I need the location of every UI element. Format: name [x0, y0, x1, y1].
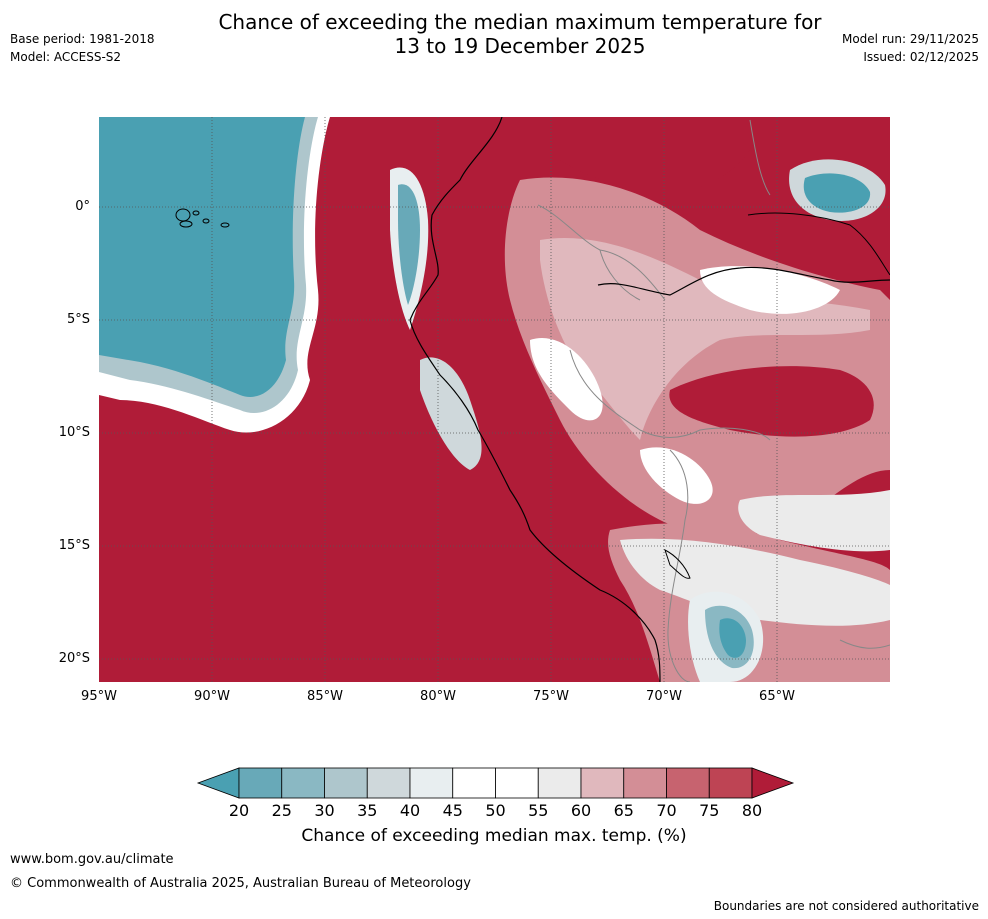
warm-anomaly-region [669, 366, 874, 437]
colorbar-tick-label: 35 [357, 801, 378, 820]
x-tick-label: 85°W [307, 689, 343, 704]
colorbar-tick-label: 65 [613, 801, 634, 820]
copyright-text: © Commonwealth of Australia 2025, Austra… [10, 876, 471, 891]
cool-anomaly-region [719, 618, 746, 658]
neutral-region [540, 238, 870, 440]
x-tick-label: 95°W [81, 689, 117, 704]
colorbar-tick-label: 70 [656, 801, 677, 820]
issued-date: Issued: 02/12/2025 [863, 50, 979, 64]
colorbar-tick-label: 55 [528, 801, 549, 820]
coastline [409, 117, 661, 682]
colorbar-title: Chance of exceeding median max. temp. (%… [301, 826, 687, 846]
x-tick-label: 90°W [194, 689, 230, 704]
river-north [747, 212, 890, 276]
colorbar-swatch [324, 767, 368, 799]
x-tick-label: 80°W [420, 689, 456, 704]
colorbar-tick-label: 20 [228, 801, 250, 820]
grid-lines [99, 117, 890, 682]
colorbar-swatch [409, 767, 454, 799]
y-tick-label: 20°S [58, 651, 90, 666]
title-line-2: 13 to 19 December 2025 [394, 34, 646, 58]
y-tick-label: 5°S [66, 312, 90, 327]
disclaimer-text: Boundaries are not considered authoritat… [713, 899, 979, 913]
colorbar-tick-label: 30 [314, 801, 335, 820]
cool-anomaly-region [398, 184, 420, 305]
title-line-1: Chance of exceeding the median maximum t… [218, 10, 822, 34]
colorbar-swatch [580, 767, 625, 799]
neutral-region [700, 266, 840, 314]
meta-left: Base period: 1981-2018 Model: ACCESS-S2 [10, 30, 155, 66]
y-tick-label: 15°S [58, 538, 90, 553]
colorbar-swatch [537, 767, 582, 799]
meta-right: Model run: 29/11/2025 Issued: 02/12/2025 [842, 30, 979, 66]
colorbar-tick-label: 75 [699, 801, 720, 820]
base-period: Base period: 1981-2018 [10, 32, 155, 46]
country-borders [537, 119, 890, 682]
neutral-region [530, 338, 603, 421]
cool-anomaly-region [99, 117, 305, 397]
neutral-region [620, 538, 890, 626]
colorbar-tick-label: 80 [741, 801, 763, 820]
model-name: Model: ACCESS-S2 [10, 50, 122, 64]
x-tick-label: 70°W [646, 689, 682, 704]
lake-titicaca [664, 549, 691, 579]
colorbar-swatch [708, 767, 753, 799]
colorbar-tick-label: 50 [485, 801, 506, 820]
map-area [99, 117, 890, 682]
colorbar-arrow-left [196, 767, 240, 799]
colorbar-swatch [495, 767, 539, 799]
model-run: Model run: 29/11/2025 [841, 32, 979, 46]
amazon-river [597, 266, 890, 296]
x-tick-label: 65°W [759, 689, 795, 704]
map-title: Chance of exceeding the median maximum t… [0, 10, 988, 58]
colorbar-swatch [623, 767, 667, 799]
colorbar-swatch [452, 767, 496, 799]
colorbar-swatch [281, 767, 325, 799]
colorbar-swatch [366, 767, 411, 799]
x-tick-label: 75°W [533, 689, 569, 704]
colorbar-tick-label: 60 [570, 801, 592, 820]
colorbar-tick-label: 40 [399, 801, 421, 820]
neutral-region [640, 447, 713, 504]
galapagos-islands [175, 208, 230, 228]
colorbar [196, 767, 795, 799]
website-link[interactable]: www.bom.gov.au/climate [10, 852, 174, 867]
y-tick-label: 0° [75, 199, 90, 214]
colorbar-tick-label: 45 [442, 801, 463, 820]
cool-anomaly-region [803, 173, 871, 213]
neutral-region [738, 490, 890, 552]
cool-anomaly-region [420, 357, 482, 470]
colorbar-swatch [666, 767, 710, 799]
colorbar-tick-label: 25 [271, 801, 292, 820]
warm-anomaly-region [560, 117, 760, 191]
colorbar-arrow-right [751, 767, 795, 799]
colorbar-swatch [238, 767, 283, 799]
y-tick-label: 10°S [58, 425, 90, 440]
